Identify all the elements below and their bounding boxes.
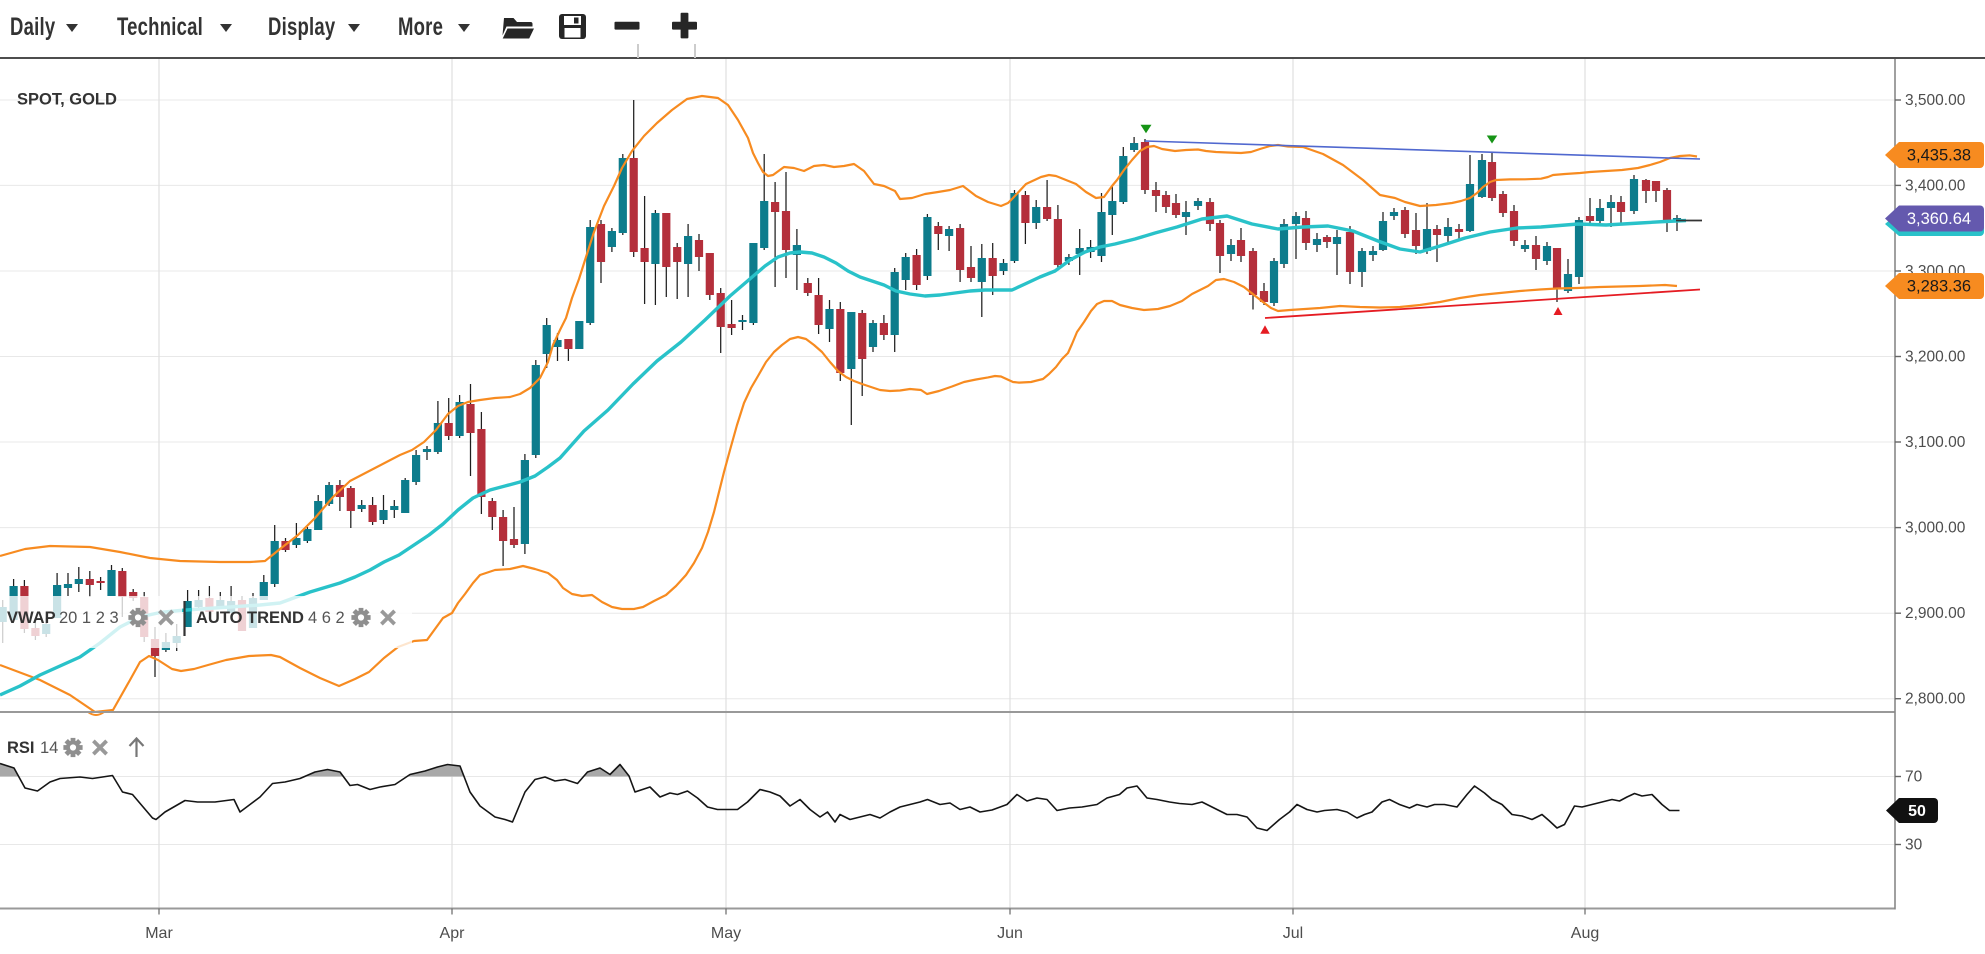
svg-text:3,100.00: 3,100.00 — [1905, 434, 1966, 451]
svg-text:SPOT, GOLD: SPOT, GOLD — [17, 91, 117, 109]
svg-text:14: 14 — [40, 739, 58, 757]
svg-text:May: May — [711, 925, 741, 942]
svg-text:Mar: Mar — [145, 925, 173, 942]
svg-text:Apr: Apr — [440, 925, 466, 942]
svg-text:30: 30 — [1905, 837, 1923, 854]
svg-text:3,283.36: 3,283.36 — [1907, 278, 1971, 296]
svg-text:50: 50 — [1908, 803, 1926, 820]
svg-text:Aug: Aug — [1571, 925, 1599, 942]
svg-text:70: 70 — [1905, 769, 1923, 786]
svg-text:3,000.00: 3,000.00 — [1905, 520, 1966, 537]
svg-text:20 1 2 3: 20 1 2 3 — [59, 609, 119, 627]
svg-text:3,200.00: 3,200.00 — [1905, 349, 1966, 366]
svg-text:RSI: RSI — [7, 739, 35, 757]
svg-text:3,435.38: 3,435.38 — [1907, 147, 1971, 165]
svg-text:2,900.00: 2,900.00 — [1905, 605, 1966, 622]
svg-text:3,500.00: 3,500.00 — [1905, 92, 1966, 109]
svg-text:Jul: Jul — [1283, 925, 1303, 942]
svg-text:3,360.64: 3,360.64 — [1907, 210, 1971, 228]
svg-text:3,400.00: 3,400.00 — [1905, 177, 1966, 194]
svg-text:4 6 2: 4 6 2 — [308, 609, 345, 627]
svg-text:AUTO TREND: AUTO TREND — [196, 609, 304, 627]
svg-text:2,800.00: 2,800.00 — [1905, 691, 1966, 708]
svg-text:VWAP: VWAP — [7, 609, 56, 627]
svg-text:Jun: Jun — [997, 925, 1023, 942]
